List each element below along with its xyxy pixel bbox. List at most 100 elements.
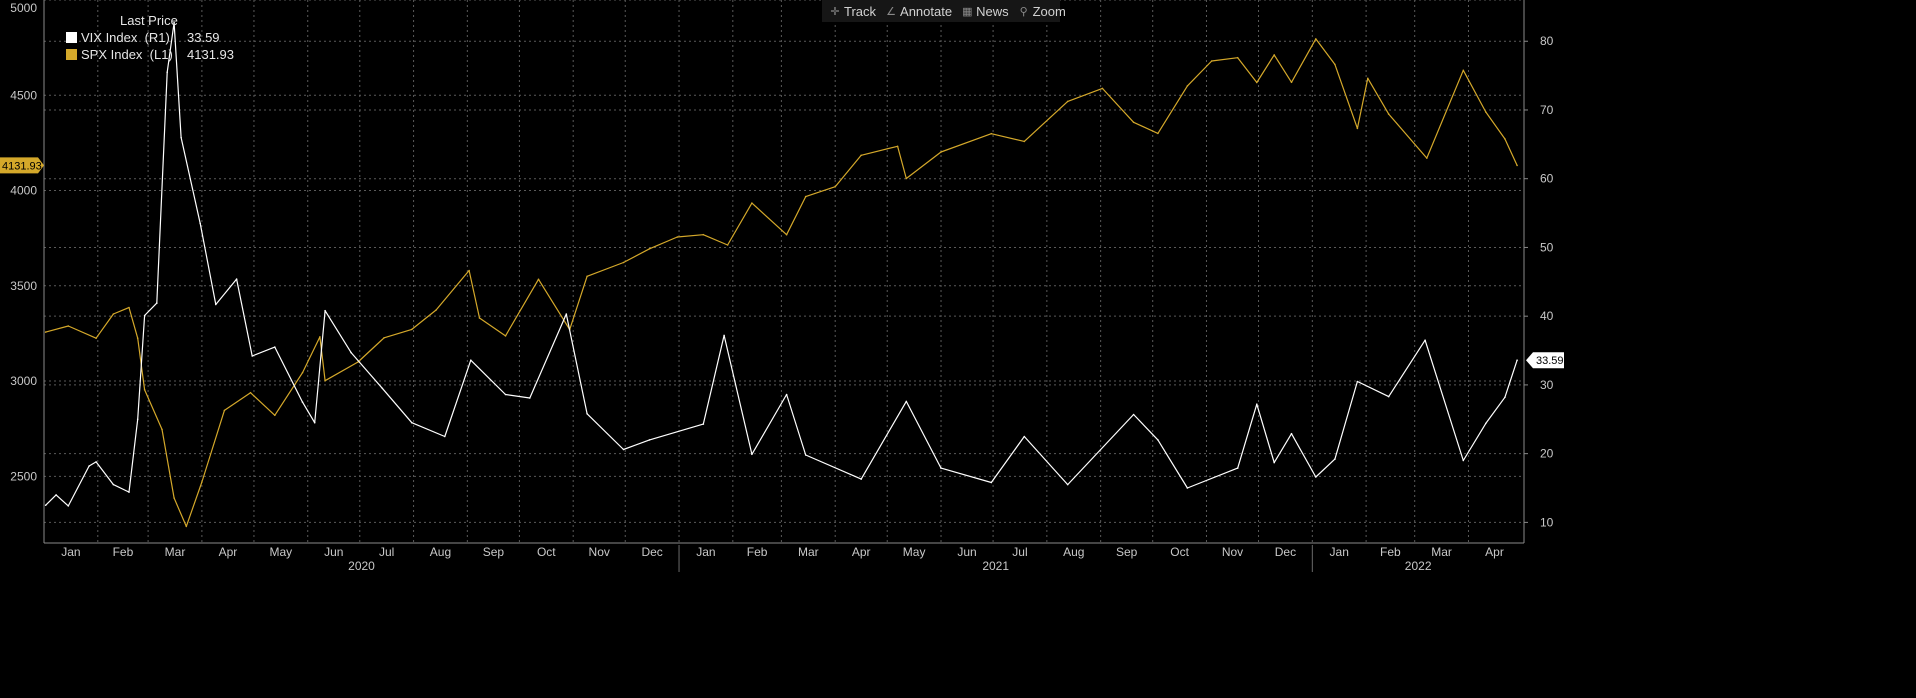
spx-point bbox=[249, 391, 252, 394]
vix-point bbox=[251, 355, 253, 357]
spx-point bbox=[1236, 56, 1239, 59]
spx-point bbox=[223, 409, 226, 412]
spx-legend-value: 4131.93 bbox=[187, 47, 234, 62]
vix-point bbox=[1315, 476, 1317, 478]
vix-point bbox=[940, 467, 942, 469]
vix-legend-label: VIX Index (R1) bbox=[81, 30, 170, 45]
vix-legend-value: 33.59 bbox=[187, 30, 220, 45]
spx-point bbox=[143, 389, 146, 391]
y-left-tick-label: 5000 bbox=[10, 1, 37, 15]
spx-point bbox=[648, 248, 651, 250]
spx-point bbox=[676, 236, 679, 238]
spx-legend-label: SPX Index (L1) bbox=[81, 47, 173, 62]
spx-point bbox=[1367, 77, 1369, 80]
spx-point bbox=[1516, 164, 1518, 167]
legend-item-vix[interactable]: VIX Index (R1) 33.59 bbox=[66, 29, 234, 46]
vix-point bbox=[586, 413, 588, 415]
track-label: Track bbox=[844, 3, 877, 19]
vix-point bbox=[470, 359, 472, 362]
spx-last-value-tag bbox=[0, 157, 44, 174]
spx-last-value-text: 4131.93 bbox=[2, 160, 42, 172]
track-button[interactable]: ✛ Track bbox=[830, 4, 876, 19]
spx-point bbox=[1485, 111, 1487, 113]
vix-point bbox=[723, 334, 725, 337]
spx-point bbox=[1334, 63, 1336, 66]
spx-point bbox=[319, 336, 321, 338]
pencil-icon: ∠ bbox=[886, 5, 896, 18]
spx-point bbox=[468, 269, 470, 272]
x-tick-label: Oct bbox=[1170, 545, 1189, 559]
spx-point bbox=[804, 195, 807, 198]
vix-swatch bbox=[66, 32, 77, 43]
vix-point bbox=[128, 491, 130, 493]
spx-point bbox=[201, 481, 203, 483]
spx-point bbox=[435, 309, 437, 311]
zoom-button[interactable]: ⚲ Zoom bbox=[1019, 4, 1066, 19]
vix-point bbox=[860, 478, 862, 480]
x-tick-label: Nov bbox=[589, 545, 610, 559]
spx-point bbox=[301, 371, 304, 374]
x-tick-label: Jan bbox=[61, 545, 80, 559]
vix-last-value-tag bbox=[1526, 352, 1564, 369]
vix-point bbox=[1485, 422, 1487, 425]
gridlines bbox=[44, 0, 1524, 543]
vix-point bbox=[1256, 403, 1258, 406]
x-tick-label: Apr bbox=[1485, 545, 1504, 559]
legend-header: Last Price bbox=[120, 13, 178, 28]
spx-swatch bbox=[66, 49, 77, 60]
vix-point bbox=[44, 504, 47, 507]
magnifier-icon: ⚲ bbox=[1019, 5, 1028, 18]
vix-point bbox=[905, 400, 908, 403]
annotate-label: Annotate bbox=[900, 3, 953, 19]
annotate-button[interactable]: ∠ Annotate bbox=[886, 4, 952, 19]
spx-point bbox=[785, 233, 788, 236]
vix-point bbox=[1424, 339, 1426, 342]
spx-point bbox=[1210, 60, 1213, 62]
vix-line-group bbox=[44, 21, 1518, 507]
vix-point bbox=[55, 494, 57, 496]
vix-point bbox=[1236, 467, 1239, 469]
spx-line-group bbox=[44, 38, 1518, 528]
vix-point bbox=[1023, 435, 1026, 438]
spx-point bbox=[1101, 87, 1104, 90]
vix-point bbox=[1132, 413, 1135, 416]
year-label: 2022 bbox=[1405, 559, 1432, 573]
x-tick-label: May bbox=[903, 545, 926, 559]
vix-point bbox=[156, 302, 158, 304]
vix-point bbox=[1387, 395, 1390, 398]
x-tick-label: Sep bbox=[483, 545, 505, 559]
vix-point bbox=[301, 401, 304, 403]
spx-point bbox=[1462, 69, 1465, 72]
y-left-tick-label: 4500 bbox=[10, 88, 37, 102]
spx-point bbox=[1186, 85, 1189, 87]
y-left-tick-label: 2500 bbox=[10, 469, 37, 483]
vix-point bbox=[411, 421, 413, 424]
spx-point bbox=[537, 278, 540, 281]
x-tick-label: Dec bbox=[1275, 545, 1296, 559]
spx-point bbox=[1356, 127, 1359, 130]
chart-legend: Last Price VIX Index (R1) 33.59 SPX Inde… bbox=[66, 12, 234, 63]
spx-point bbox=[1504, 138, 1506, 140]
zoom-label: Zoom bbox=[1032, 3, 1066, 19]
news-button[interactable]: ▦ News bbox=[962, 4, 1009, 19]
vix-point bbox=[143, 314, 146, 317]
x-tick-label: Aug bbox=[430, 545, 451, 559]
vix-point bbox=[95, 461, 97, 463]
axis-tick-labels: Jan Feb Mar Apr May Jun Jul Aug Sep Oct Nov Dec Jan F… bbox=[10, 1, 1553, 573]
y-right-tick-label: 50 bbox=[1540, 240, 1554, 254]
legend-item-spx[interactable]: SPX Index (L1) 4131.93 bbox=[66, 46, 234, 63]
spx-point bbox=[1023, 140, 1026, 143]
spx-point bbox=[940, 151, 942, 153]
vix-point bbox=[529, 397, 531, 399]
spx-point bbox=[136, 337, 139, 340]
x-tick-label: Feb bbox=[747, 545, 768, 559]
vix-point bbox=[648, 439, 651, 441]
spx-point bbox=[1273, 54, 1275, 56]
x-tick-label: Feb bbox=[113, 545, 134, 559]
spx-point bbox=[896, 145, 899, 148]
vix-point bbox=[173, 21, 175, 24]
y-right-tick-label: 10 bbox=[1540, 515, 1554, 529]
x-tick-label: Jan bbox=[1330, 545, 1349, 559]
spx-point bbox=[860, 154, 862, 157]
